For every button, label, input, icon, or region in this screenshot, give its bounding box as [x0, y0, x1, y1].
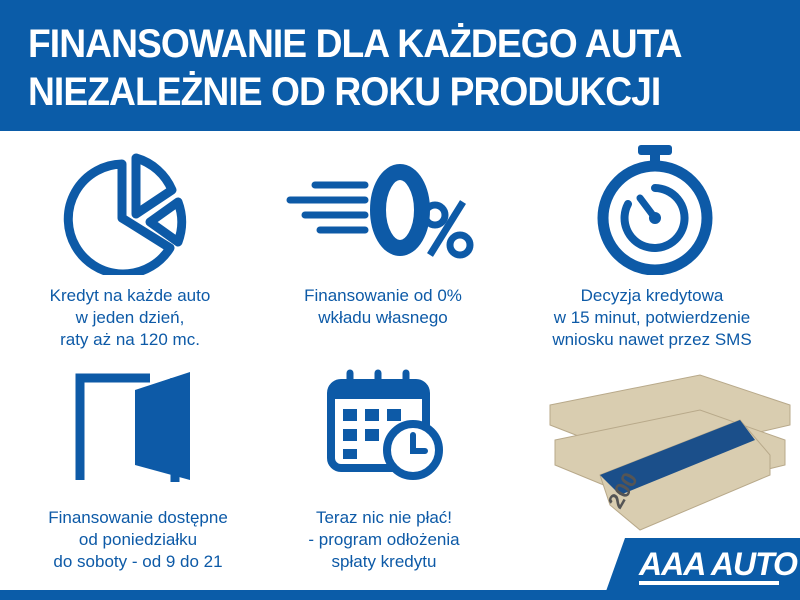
headline-line-2: NIEZALEŻNIE OD ROKU PRODUKCJI	[28, 70, 661, 114]
caption-line: Kredyt na każde auto	[49, 286, 211, 305]
feature-caption-decision: Decyzja kredytowa w 15 minut, potwierdze…	[522, 285, 782, 351]
logo-text: AAA AUTO	[639, 546, 798, 582]
pie-chart-icon	[63, 153, 187, 275]
caption-line: spłaty kredytu	[331, 552, 437, 571]
caption-line: Decyzja kredytowa	[580, 286, 724, 305]
zero-percent-icon	[286, 164, 474, 259]
open-door-icon	[75, 372, 190, 482]
caption-line: wniosku nawet przez SMS	[552, 330, 752, 349]
caption-line: w 15 minut, potwierdzenie	[553, 308, 751, 327]
caption-line: wkładu własnego	[318, 308, 448, 327]
feature-caption-deferral: Teraz nic nie płać! - program odłożenia …	[254, 507, 514, 573]
logo-underline	[639, 581, 779, 585]
caption-line: - program odłożenia	[308, 530, 460, 549]
caption-line: od poniedziałku	[78, 530, 198, 549]
header-banner: FINANSOWANIE DLA KAŻDEGO AUTA NIEZALEŻNI…	[0, 0, 800, 131]
caption-line: do soboty - od 9 do 21	[53, 552, 223, 571]
aaa-auto-logo: AAA AUTO	[605, 538, 800, 594]
feature-caption-zero-deposit: Finansowanie od 0% wkładu własnego	[253, 285, 513, 329]
caption-line: Teraz nic nie płać!	[315, 508, 453, 527]
bottom-strip	[0, 590, 800, 600]
stopwatch-icon	[597, 145, 713, 275]
headline-line-1: FINANSOWANIE DLA KAŻDEGO AUTA	[28, 22, 683, 66]
feature-caption-credit: Kredyt na każde auto w jeden dzień, raty…	[0, 285, 260, 351]
caption-line: Finansowanie od 0%	[304, 286, 462, 305]
calendar-clock-icon	[327, 369, 443, 480]
feature-caption-hours: Finansowanie dostępne od poniedziałku do…	[8, 507, 268, 573]
caption-line: raty aż na 120 mc.	[60, 330, 200, 349]
banknote-stack-image: 200	[549, 374, 791, 531]
caption-line: w jeden dzień,	[75, 308, 185, 327]
caption-line: Finansowanie dostępne	[48, 508, 228, 527]
